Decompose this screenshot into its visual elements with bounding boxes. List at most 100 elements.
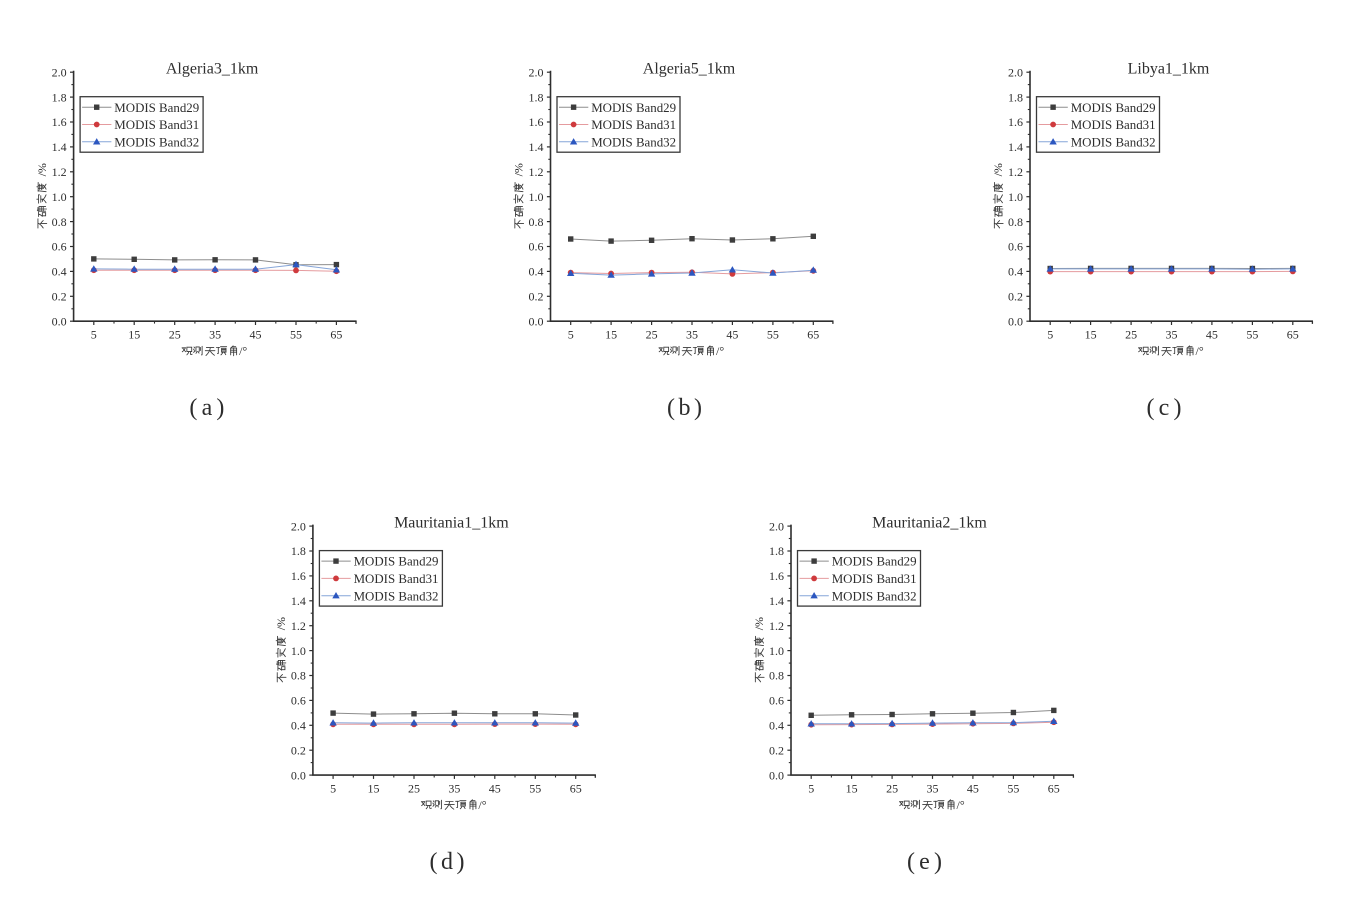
svg-text:0.6: 0.6 <box>291 694 306 708</box>
svg-text:15: 15 <box>605 328 617 342</box>
svg-text:25: 25 <box>886 782 898 796</box>
svg-text:1.6: 1.6 <box>769 569 784 583</box>
svg-text:45: 45 <box>489 782 501 796</box>
svg-text:1.2: 1.2 <box>52 165 67 179</box>
svg-text:25: 25 <box>646 328 658 342</box>
svg-text:1.6: 1.6 <box>1008 115 1023 129</box>
svg-text:MODIS Band32: MODIS Band32 <box>832 589 917 603</box>
svg-text:1.0: 1.0 <box>1008 190 1023 204</box>
svg-text:d: d <box>441 849 453 875</box>
svg-text:1.4: 1.4 <box>291 594 306 608</box>
svg-text:0.6: 0.6 <box>769 694 784 708</box>
svg-text:/°: /° <box>957 798 965 812</box>
svg-text:1.2: 1.2 <box>1008 165 1023 179</box>
svg-text:/°: /° <box>478 798 486 812</box>
svg-text:15: 15 <box>368 782 380 796</box>
svg-text:(: ( <box>667 395 675 421</box>
svg-text:15: 15 <box>128 328 140 342</box>
svg-text:2.0: 2.0 <box>52 65 67 79</box>
svg-text:1.4: 1.4 <box>769 594 784 608</box>
svg-text:0.6: 0.6 <box>1008 240 1023 254</box>
svg-text:5: 5 <box>91 328 97 342</box>
svg-text:/%: /% <box>274 617 288 630</box>
svg-text:55: 55 <box>1007 782 1019 796</box>
svg-text:0.6: 0.6 <box>529 240 544 254</box>
svg-text:MODIS Band31: MODIS Band31 <box>832 572 917 586</box>
svg-text:): ) <box>216 395 224 421</box>
svg-text:MODIS Band29: MODIS Band29 <box>1071 101 1156 115</box>
svg-text:35: 35 <box>1166 328 1178 342</box>
svg-text:35: 35 <box>927 782 939 796</box>
svg-text:45: 45 <box>250 328 262 342</box>
svg-text:0.4: 0.4 <box>529 265 544 279</box>
svg-text:1.6: 1.6 <box>291 569 306 583</box>
svg-text:Mauritania1_1km: Mauritania1_1km <box>394 514 509 531</box>
svg-text:): ) <box>1174 395 1182 421</box>
svg-text:1.2: 1.2 <box>769 619 784 633</box>
svg-text:5: 5 <box>330 782 336 796</box>
svg-text:25: 25 <box>408 782 420 796</box>
svg-text:25: 25 <box>169 328 181 342</box>
svg-text:45: 45 <box>967 782 979 796</box>
svg-text:0.8: 0.8 <box>1008 215 1023 229</box>
svg-text:1.4: 1.4 <box>1008 140 1023 154</box>
svg-text:2.0: 2.0 <box>1008 65 1023 79</box>
svg-text:0.0: 0.0 <box>291 768 306 782</box>
svg-text:): ) <box>457 849 465 875</box>
svg-text:0.8: 0.8 <box>291 669 306 683</box>
svg-text:0.6: 0.6 <box>52 240 67 254</box>
svg-text:/%: /% <box>991 163 1005 176</box>
svg-text:2.0: 2.0 <box>291 519 306 533</box>
svg-text:MODIS Band32: MODIS Band32 <box>1071 135 1156 149</box>
svg-text:0.0: 0.0 <box>529 314 544 328</box>
svg-text:0.8: 0.8 <box>769 669 784 683</box>
svg-text:45: 45 <box>1206 328 1218 342</box>
svg-text:1.0: 1.0 <box>291 644 306 658</box>
svg-text:65: 65 <box>1287 328 1299 342</box>
svg-text:55: 55 <box>767 328 779 342</box>
svg-text:0.4: 0.4 <box>769 719 784 733</box>
svg-text:15: 15 <box>1085 328 1097 342</box>
svg-text:Algeria5_1km: Algeria5_1km <box>643 61 736 78</box>
svg-text:Libya1_1km: Libya1_1km <box>1128 61 1210 78</box>
svg-text:1.2: 1.2 <box>291 619 306 633</box>
svg-text:1.6: 1.6 <box>52 115 67 129</box>
svg-text:Mauritania2_1km: Mauritania2_1km <box>872 514 987 531</box>
svg-text:1.8: 1.8 <box>1008 90 1023 104</box>
svg-text:b: b <box>679 395 691 421</box>
svg-text:Algeria3_1km: Algeria3_1km <box>166 61 259 78</box>
svg-text:0.0: 0.0 <box>769 768 784 782</box>
svg-text:1.0: 1.0 <box>52 190 67 204</box>
svg-text:): ) <box>934 849 942 875</box>
svg-text:MODIS Band29: MODIS Band29 <box>591 101 676 115</box>
svg-text:55: 55 <box>290 328 302 342</box>
svg-text:5: 5 <box>1047 328 1053 342</box>
svg-text:1.8: 1.8 <box>769 544 784 558</box>
svg-text:1.8: 1.8 <box>529 90 544 104</box>
svg-text:MODIS Band32: MODIS Band32 <box>354 589 439 603</box>
svg-text:MODIS Band31: MODIS Band31 <box>114 118 199 132</box>
svg-text:(: ( <box>430 849 438 875</box>
svg-text:65: 65 <box>570 782 582 796</box>
svg-text:25: 25 <box>1125 328 1137 342</box>
svg-text:35: 35 <box>209 328 221 342</box>
svg-text:35: 35 <box>448 782 460 796</box>
svg-text:0.8: 0.8 <box>529 215 544 229</box>
svg-text:0.2: 0.2 <box>291 743 306 757</box>
svg-text:1.8: 1.8 <box>291 544 306 558</box>
svg-text:MODIS Band32: MODIS Band32 <box>591 135 676 149</box>
svg-text:0.2: 0.2 <box>769 743 784 757</box>
svg-text:2.0: 2.0 <box>769 519 784 533</box>
svg-text:1.4: 1.4 <box>529 140 544 154</box>
svg-text:MODIS Band29: MODIS Band29 <box>832 555 917 569</box>
svg-text:0.2: 0.2 <box>52 290 67 304</box>
svg-text:e: e <box>919 849 930 875</box>
svg-text:1.4: 1.4 <box>52 140 67 154</box>
svg-text:1.2: 1.2 <box>529 165 544 179</box>
svg-text:/%: /% <box>35 163 49 176</box>
svg-text:2.0: 2.0 <box>529 65 544 79</box>
svg-text:/%: /% <box>752 617 766 630</box>
svg-text:MODIS Band31: MODIS Band31 <box>354 572 439 586</box>
svg-text:): ) <box>694 395 702 421</box>
svg-text:5: 5 <box>568 328 574 342</box>
